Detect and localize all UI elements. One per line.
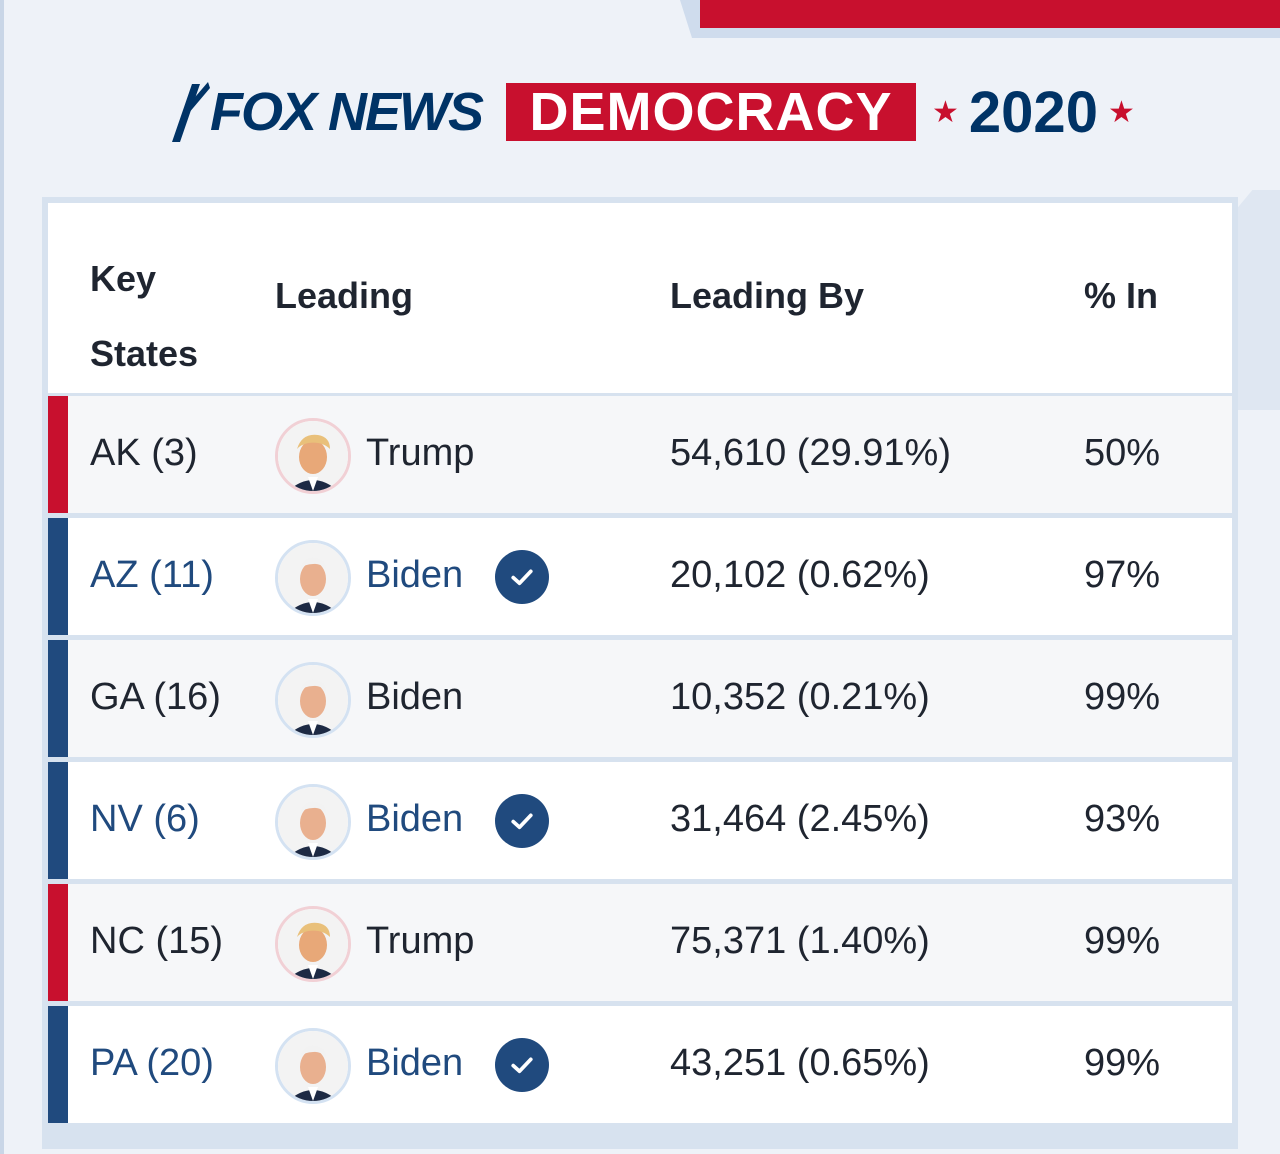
percent-in: 50%	[1084, 432, 1161, 474]
leading-candidate: Trump	[366, 432, 475, 474]
state-label: AK (3)	[90, 432, 198, 474]
democracy-badge: DEMOCRACY	[506, 82, 917, 142]
party-stripe	[48, 1006, 68, 1123]
state-label[interactable]: PA (20)	[90, 1042, 214, 1084]
key-states-table: Key States Leading Leading By % In AK (3…	[45, 200, 1235, 1146]
candidate-avatar	[275, 906, 351, 982]
leading-margin: 75,371 (1.40%)	[670, 920, 930, 962]
state-label[interactable]: AZ (11)	[90, 554, 214, 596]
top-red-banner	[680, 0, 1280, 38]
table-row[interactable]: AZ (11) Biden 20,102 (0.62%) 97%	[48, 518, 1232, 635]
candidate-avatar	[275, 784, 351, 860]
fox-news-wordmark: FOX NEWS	[210, 82, 484, 142]
table-row[interactable]: GA (16) Biden 10,352 (0.21%) 99%	[48, 640, 1232, 757]
state-label: NC (15)	[90, 920, 224, 962]
percent-in: 99%	[1084, 920, 1161, 962]
star-icon: ★	[1107, 95, 1135, 129]
race-called-check-icon	[495, 550, 549, 604]
percent-in: 99%	[1084, 676, 1161, 718]
header-leading-by: Leading By	[670, 275, 865, 316]
header-leading: Leading	[275, 275, 414, 316]
fox-news-logo: FOX NEWS	[170, 80, 484, 144]
leading-candidate[interactable]: Biden	[366, 798, 464, 840]
candidate-avatar	[275, 418, 351, 494]
leading-candidate[interactable]: Biden	[366, 554, 464, 596]
header-states-line: States	[90, 333, 199, 374]
fox-slash-icon	[172, 82, 210, 142]
table-row[interactable]: NC (15) Trump 75,371 (1.40%) 99%	[48, 884, 1232, 1001]
percent-in: 99%	[1084, 1042, 1161, 1084]
percent-in: 93%	[1084, 798, 1161, 840]
banner-red-bar	[700, 0, 1280, 28]
leading-margin: 54,610 (29.91%)	[670, 432, 951, 474]
party-stripe	[48, 884, 68, 1001]
state-label: GA (16)	[90, 676, 221, 718]
candidate-avatar	[275, 540, 351, 616]
party-stripe	[48, 762, 68, 879]
decoration-shape	[1234, 190, 1280, 410]
party-stripe	[48, 640, 68, 757]
star-icon: ★	[932, 95, 959, 129]
left-border	[0, 0, 4, 1154]
race-called-check-icon	[495, 794, 549, 848]
leading-candidate: Trump	[366, 920, 475, 962]
table-row[interactable]: AK (3) Trump 54,610 (29.91%) 50%	[48, 396, 1232, 513]
race-called-check-icon	[495, 1038, 549, 1092]
table-row[interactable]: NV (6) Biden 31,464 (2.45%) 93%	[48, 762, 1232, 879]
percent-in: 97%	[1084, 554, 1161, 596]
candidate-avatar	[275, 1028, 351, 1104]
state-label[interactable]: NV (6)	[90, 798, 200, 840]
leading-margin: 43,251 (0.65%)	[670, 1042, 930, 1084]
leading-candidate: Biden	[366, 676, 464, 718]
candidate-avatar	[275, 662, 351, 738]
header-key-states: Key States	[90, 241, 240, 391]
leading-margin: 10,352 (0.21%)	[670, 676, 930, 718]
right-decoration	[1234, 190, 1280, 410]
table-header: Key States Leading Leading By % In	[48, 203, 1232, 393]
header-pct-in: % In	[1084, 275, 1159, 316]
leading-candidate[interactable]: Biden	[366, 1042, 464, 1084]
party-stripe	[48, 396, 68, 513]
table-row[interactable]: PA (20) Biden 43,251 (0.65%) 99%	[48, 1006, 1232, 1123]
leading-margin: 20,102 (0.62%)	[670, 554, 930, 596]
fox-news-democracy-2020-logo: FOX NEWS DEMOCRACY ★ 2020 ★	[170, 79, 1135, 145]
header-key-line: Key	[90, 258, 157, 299]
year-label: 2020	[968, 79, 1098, 145]
party-stripe	[48, 518, 68, 635]
leading-margin: 31,464 (2.45%)	[670, 798, 930, 840]
